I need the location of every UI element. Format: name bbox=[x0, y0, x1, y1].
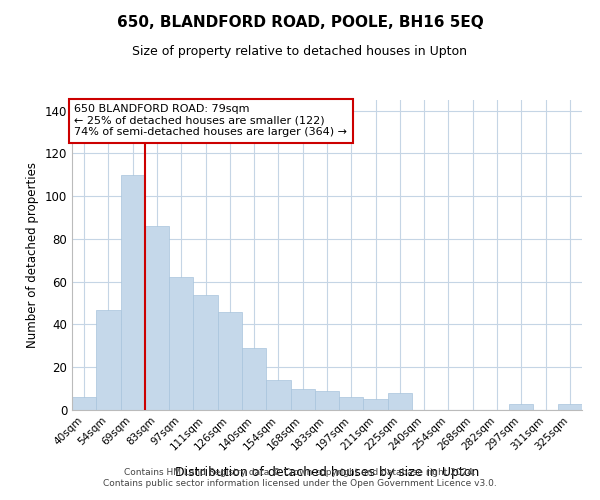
Bar bbox=[72, 397, 96, 410]
Bar bbox=[388, 393, 412, 410]
Bar bbox=[290, 388, 315, 410]
Bar bbox=[266, 380, 290, 410]
Text: 650, BLANDFORD ROAD, POOLE, BH16 5EQ: 650, BLANDFORD ROAD, POOLE, BH16 5EQ bbox=[116, 15, 484, 30]
Text: 650 BLANDFORD ROAD: 79sqm
← 25% of detached houses are smaller (122)
74% of semi: 650 BLANDFORD ROAD: 79sqm ← 25% of detac… bbox=[74, 104, 347, 138]
Bar bbox=[121, 175, 145, 410]
Text: Size of property relative to detached houses in Upton: Size of property relative to detached ho… bbox=[133, 45, 467, 58]
Bar bbox=[218, 312, 242, 410]
Bar bbox=[242, 348, 266, 410]
Bar bbox=[364, 400, 388, 410]
Bar bbox=[339, 397, 364, 410]
Bar bbox=[509, 404, 533, 410]
Text: Contains HM Land Registry data © Crown copyright and database right 2024.
Contai: Contains HM Land Registry data © Crown c… bbox=[103, 468, 497, 487]
Bar bbox=[558, 404, 582, 410]
X-axis label: Distribution of detached houses by size in Upton: Distribution of detached houses by size … bbox=[175, 466, 479, 478]
Bar bbox=[315, 391, 339, 410]
Bar bbox=[145, 226, 169, 410]
Bar bbox=[169, 278, 193, 410]
Bar bbox=[96, 310, 121, 410]
Bar bbox=[193, 294, 218, 410]
Y-axis label: Number of detached properties: Number of detached properties bbox=[26, 162, 39, 348]
